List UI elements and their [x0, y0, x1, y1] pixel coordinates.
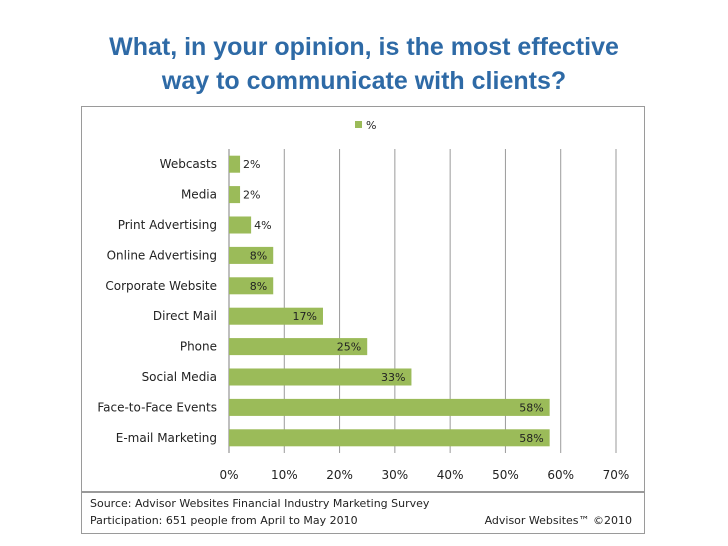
x-tick-label: 60% [547, 468, 574, 482]
data-label: 2% [243, 158, 260, 171]
bar-corporate-website [229, 277, 274, 295]
category-label: Face-to-Face Events [97, 400, 217, 414]
participation-note: Participation: 651 people from April to … [90, 514, 358, 527]
chart-title-line-2: way to communicate with clients? [161, 67, 567, 95]
data-label: 8% [250, 280, 267, 293]
data-label: 17% [293, 310, 317, 323]
category-label: Phone [180, 340, 217, 354]
bar-face-to-face-events [229, 398, 550, 416]
category-label: Social Media [142, 370, 217, 384]
category-label: Media [181, 188, 217, 202]
x-tick-label: 20% [326, 468, 353, 482]
x-tick-label: 10% [271, 468, 298, 482]
data-label: 58% [519, 401, 543, 414]
category-label: Corporate Website [105, 279, 217, 293]
bar-print-advertising [229, 216, 252, 234]
source-note: Source: Advisor Websites Financial Indus… [90, 497, 430, 510]
bar-webcasts [229, 155, 241, 173]
bar-chart: 0% 10% 20% 30% 40% 50% 60% 70% Webcasts 2% Media 2%… [97, 119, 630, 482]
x-tick-label: 70% [603, 468, 630, 482]
data-label: 4% [254, 219, 271, 232]
category-label: Print Advertising [118, 218, 217, 232]
x-tick-label: 0% [219, 468, 238, 482]
bar-social-media [229, 368, 412, 386]
chart-title-line-1: What, in your opinion, is the most effec… [109, 33, 619, 61]
chart-footer: Source: Advisor Websites Financial Indus… [81, 492, 645, 534]
x-tick-label: 30% [382, 468, 409, 482]
legend-label: % [366, 119, 376, 132]
bar-media [229, 186, 241, 204]
category-label: Direct Mail [153, 309, 217, 323]
brand-copyright: Advisor Websites™ ©2010 [484, 514, 632, 527]
category-label: Online Advertising [107, 248, 217, 262]
data-label: 8% [250, 249, 267, 262]
category-label: E-mail Marketing [116, 431, 217, 445]
category-label: Webcasts [160, 157, 217, 171]
data-label: 2% [243, 189, 260, 202]
bar-direct-mail [229, 307, 323, 325]
data-label: 58% [519, 432, 543, 445]
x-tick-label: 50% [492, 468, 519, 482]
legend-swatch [355, 121, 362, 128]
chart-frame: 0% 10% 20% 30% 40% 50% 60% 70% Webcasts 2% Media 2%… [81, 106, 645, 492]
data-label: 33% [381, 371, 405, 384]
chart-title: What, in your opinion, is the most effec… [0, 30, 728, 98]
x-tick-label: 40% [437, 468, 464, 482]
bar-e-mail-marketing [229, 429, 550, 447]
data-label: 25% [337, 341, 361, 354]
bar-phone [229, 338, 368, 356]
bar-online-advertising [229, 246, 274, 264]
